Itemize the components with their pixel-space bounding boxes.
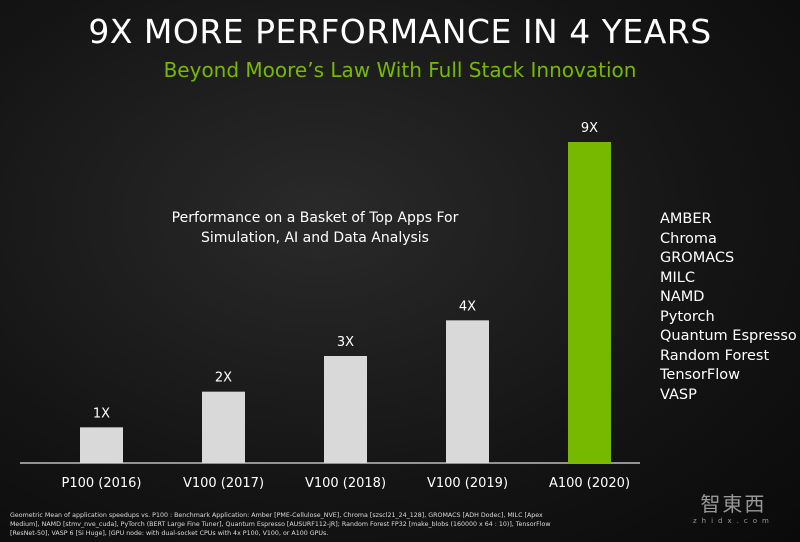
data-label: 4X	[459, 299, 476, 314]
app-item: Random Forest	[660, 347, 770, 364]
app-item: Quantum Espresso	[660, 328, 797, 344]
data-label: 1X	[93, 406, 110, 421]
app-item: VASP	[660, 386, 697, 403]
app-item: GROMACS	[660, 250, 735, 266]
data-label: 3X	[337, 335, 354, 350]
slide-subtitle: Beyond Moore’s Law With Full Stack Innov…	[163, 58, 637, 82]
app-list: AMBER Chroma GROMACS MILC NAMD Pytorch Q…	[660, 210, 797, 405]
app-item: Pytorch	[660, 308, 715, 325]
basket-line-2: Simulation, AI and Data Analysis	[201, 230, 429, 246]
bar	[446, 320, 489, 463]
app-item: Chroma	[660, 230, 717, 247]
bar	[202, 391, 245, 463]
app-item: TensorFlow	[660, 367, 740, 383]
x-tick-label: V100 (2019)	[427, 476, 508, 491]
footnote: Geometric Mean of application speedups v…	[10, 512, 551, 537]
bar	[80, 427, 123, 463]
bar	[324, 356, 367, 463]
app-item: NAMD	[660, 289, 705, 305]
basket-description: Performance on a Basket of Top Apps For …	[150, 208, 480, 248]
slide-title: 9X MORE PERFORMANCE IN 4 YEARS	[88, 12, 712, 51]
data-label: 9X	[581, 121, 598, 136]
watermark-logo: 智東西 zhidx.com	[693, 492, 774, 525]
app-item: MILC	[660, 269, 695, 286]
app-item: AMBER	[660, 211, 712, 227]
x-tick-label: V100 (2018)	[305, 476, 386, 491]
data-label: 2X	[215, 371, 232, 386]
x-tick-label: A100 (2020)	[549, 476, 630, 491]
x-tick-label: P100 (2016)	[61, 476, 141, 491]
x-tick-label: V100 (2017)	[183, 476, 264, 491]
basket-line-1: Performance on a Basket of Top Apps For	[171, 210, 459, 226]
bar	[568, 142, 611, 463]
